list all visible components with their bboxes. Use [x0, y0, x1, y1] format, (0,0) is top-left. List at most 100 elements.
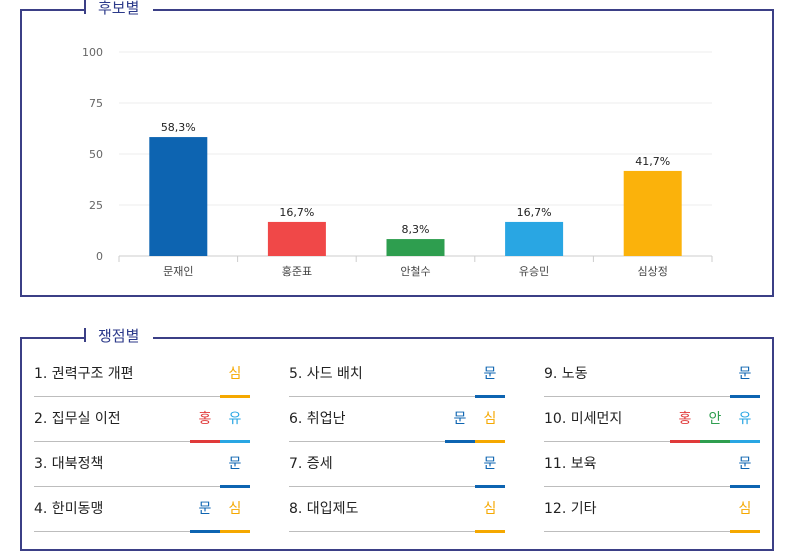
candidate-tag-underline	[730, 440, 760, 443]
candidate-tag-underline	[220, 395, 250, 398]
y-tick-label: 50	[89, 148, 103, 161]
candidate-tag-underline	[445, 440, 475, 443]
candidate-tags: 문	[475, 353, 505, 398]
title-tick-mark	[84, 0, 86, 14]
issue-divider	[289, 396, 505, 397]
candidate-tags: 문	[475, 443, 505, 488]
candidate-tag-underline	[190, 440, 220, 443]
candidate-tag-text: 문	[483, 366, 497, 382]
candidate-tag-underline	[700, 440, 730, 443]
candidate-tags: 문	[730, 353, 760, 398]
x-tick-label: 문재인	[163, 265, 193, 278]
y-tick-label: 75	[89, 97, 103, 110]
candidate-tag-text: 문	[453, 411, 467, 427]
issue-label: 1. 권력구조 개편	[34, 366, 134, 382]
issue-row: 5. 사드 배치 문	[289, 353, 505, 398]
candidate-tags: 심	[220, 353, 250, 398]
issue-divider	[34, 486, 250, 487]
candidate-tag: 문	[220, 443, 250, 488]
bar	[149, 137, 208, 256]
candidate-tag-text: 문	[483, 456, 497, 472]
candidate-tags: 심	[730, 488, 760, 533]
candidate-tags: 심	[475, 488, 505, 533]
candidate-tag-underline	[220, 485, 250, 488]
candidate-tag-text: 유	[738, 411, 752, 427]
candidate-tag: 심	[220, 353, 250, 398]
issue-label: 4. 한미동맹	[34, 501, 104, 517]
title-tick-mark	[84, 328, 86, 342]
y-tick-label: 25	[89, 199, 103, 212]
candidate-tag-text: 심	[228, 366, 242, 382]
candidate-tag-underline	[730, 485, 760, 488]
candidate-tag: 안	[700, 398, 730, 443]
issue-row: 9. 노동 문	[544, 353, 760, 398]
bar-value-label: 41,7%	[635, 155, 670, 168]
candidate-tag: 문	[475, 353, 505, 398]
issues-panel: 쟁점별 1. 권력구조 개편 심 2. 집무실 이전 홍 유 3. 대북정책 문 4. 한미동…	[20, 325, 774, 551]
issue-row: 6. 취업난 문 심	[289, 398, 505, 443]
candidate-tag-underline	[475, 485, 505, 488]
issue-divider	[289, 486, 505, 487]
candidate-tag-text: 심	[483, 411, 497, 427]
issue-divider	[34, 441, 250, 442]
issue-row: 2. 집무실 이전 홍 유	[34, 398, 250, 443]
candidate-tag-text: 심	[738, 501, 752, 517]
issue-divider	[289, 531, 505, 532]
issue-divider	[544, 441, 760, 442]
issue-divider	[34, 396, 250, 397]
issue-row: 12. 기타 심	[544, 488, 760, 533]
issue-divider	[544, 486, 760, 487]
issue-row: 8. 대입제도 심	[289, 488, 505, 533]
issue-label: 6. 취업난	[289, 411, 346, 427]
candidate-chart-panel: 후보별 0 25 50 75 100 58,3% 문재인 16,7% 홍준표 8,3% 안철수 16,…	[20, 0, 774, 297]
candidate-tags: 문	[730, 443, 760, 488]
bar-chart: 0 25 50 75 100 58,3% 문재인 16,7% 홍준표 8,3% 안철수 16,7% 유승…	[82, 46, 713, 278]
candidate-tag-underline	[220, 530, 250, 533]
candidate-tag-underline	[475, 440, 505, 443]
candidate-tag-text: 홍	[678, 411, 692, 427]
candidate-tag-text: 심	[228, 501, 242, 517]
candidate-tag: 유	[730, 398, 760, 443]
candidate-tag-text: 심	[483, 501, 497, 517]
candidate-tag: 문	[475, 443, 505, 488]
bar-value-label: 8,3%	[402, 223, 430, 236]
issue-label: 5. 사드 배치	[289, 366, 363, 382]
candidate-tag-underline	[730, 395, 760, 398]
candidate-tag-underline	[670, 440, 700, 443]
issue-label: 9. 노동	[544, 366, 588, 382]
issues-panel-title: 쟁점별	[84, 325, 154, 347]
candidate-tag: 문	[445, 398, 475, 443]
candidate-tag-text: 안	[708, 411, 722, 427]
issue-row: 11. 보육 문	[544, 443, 760, 488]
y-tick-label: 0	[96, 250, 103, 263]
issue-row: 4. 한미동맹 문 심	[34, 488, 250, 533]
bar-value-label: 16,7%	[279, 206, 314, 219]
issue-label: 11. 보육	[544, 456, 597, 472]
issue-row: 7. 증세 문	[289, 443, 505, 488]
candidate-tag: 홍	[190, 398, 220, 443]
candidate-tag-underline	[475, 395, 505, 398]
candidate-tag-text: 문	[738, 456, 752, 472]
issue-row: 3. 대북정책 문	[34, 443, 250, 488]
chart-panel-title-text: 후보별	[98, 0, 140, 17]
candidate-tag: 문	[730, 443, 760, 488]
candidate-tag: 문	[730, 353, 760, 398]
candidate-tag-underline	[475, 530, 505, 533]
bar	[623, 170, 682, 256]
candidate-tag-underline	[730, 530, 760, 533]
candidate-tag-text: 유	[228, 411, 242, 427]
candidate-tag: 유	[220, 398, 250, 443]
candidate-tag-underline	[220, 440, 250, 443]
issue-label: 10. 미세먼지	[544, 411, 623, 427]
issue-divider	[544, 396, 760, 397]
issue-row: 10. 미세먼지 홍 안 유	[544, 398, 760, 443]
issue-label: 3. 대북정책	[34, 456, 104, 472]
candidate-tag: 홍	[670, 398, 700, 443]
candidate-tag-text: 홍	[198, 411, 212, 427]
issue-label: 12. 기타	[544, 501, 597, 517]
issue-divider	[289, 441, 505, 442]
chart-panel-title: 후보별	[84, 0, 154, 19]
